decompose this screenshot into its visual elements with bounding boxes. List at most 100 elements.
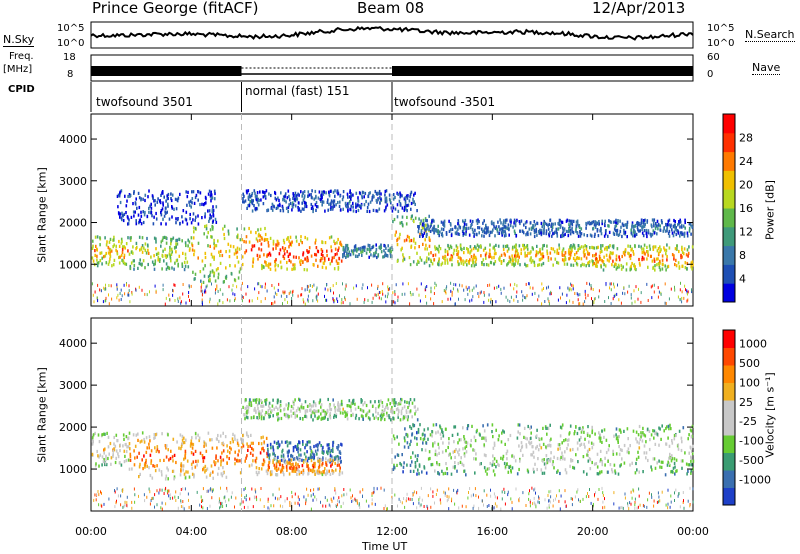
data-cell: [443, 289, 445, 292]
data-cell: [333, 300, 335, 304]
data-cell: [410, 216, 412, 221]
data-cell: [630, 228, 632, 232]
data-cell: [647, 229, 650, 233]
data-cell: [174, 283, 176, 287]
data-cell: [447, 445, 449, 450]
data-cell: [330, 245, 332, 249]
data-cell: [656, 219, 659, 223]
data-cell: [241, 281, 243, 285]
data-cell: [399, 193, 402, 197]
data-cell: [242, 500, 244, 504]
data-cell: [336, 297, 338, 301]
data-cell: [605, 438, 608, 442]
data-cell: [266, 238, 269, 242]
data-cell: [326, 298, 328, 302]
data-cell: [205, 290, 207, 294]
data-cell: [234, 437, 236, 441]
data-cell: [580, 430, 583, 434]
data-cell: [514, 231, 516, 235]
data-cell: [438, 257, 440, 261]
data-cell: [325, 412, 328, 416]
data-cell: [467, 250, 469, 254]
data-cell: [458, 297, 459, 301]
data-cell: [296, 447, 298, 451]
data-cell: [387, 292, 389, 296]
data-cell: [612, 231, 615, 235]
data-cell: [310, 193, 312, 197]
data-cell: [223, 280, 225, 284]
data-cell: [247, 195, 250, 199]
data-cell: [645, 228, 648, 233]
data-cell: [149, 204, 151, 208]
data-cell: [120, 288, 122, 292]
data-cell: [259, 234, 262, 238]
data-cell: [533, 220, 536, 224]
data-cell: [541, 471, 544, 475]
data-cell: [599, 436, 602, 440]
data-cell: [619, 448, 622, 452]
data-cell: [414, 454, 417, 458]
data-cell: [225, 475, 228, 479]
data-cell: [372, 296, 374, 300]
data-cell: [538, 443, 541, 447]
data-cell: [211, 209, 214, 214]
data-cell: [200, 289, 202, 293]
data-cell: [525, 296, 527, 300]
data-cell: [334, 247, 337, 251]
data-cell: [529, 426, 531, 430]
data-cell: [209, 473, 211, 477]
data-cell: [209, 228, 212, 232]
data-cell: [488, 252, 491, 256]
data-cell: [287, 205, 290, 210]
data-cell: [193, 230, 195, 234]
data-cell: [242, 440, 244, 444]
data-cell: [380, 246, 382, 250]
data-cell: [582, 470, 585, 474]
data-cell: [99, 236, 101, 240]
data-cell: [540, 437, 543, 441]
data-cell: [312, 299, 314, 303]
data-cell: [572, 231, 575, 235]
data-cell: [297, 468, 299, 472]
data-cell: [656, 263, 658, 267]
data-cell: [586, 432, 589, 436]
data-cell: [250, 248, 253, 252]
data-cell: [451, 227, 454, 231]
data-cell: [315, 196, 317, 200]
data-cell: [129, 266, 132, 271]
data-cell: [398, 402, 400, 406]
data-cell: [383, 249, 385, 253]
data-cell: [663, 227, 665, 231]
data-cell: [332, 298, 334, 302]
data-cell: [299, 260, 301, 264]
data-cell: [124, 194, 126, 198]
data-cell: [547, 297, 549, 301]
data-cell: [550, 247, 553, 251]
data-cell: [288, 203, 290, 207]
data-cell: [418, 501, 420, 505]
data-cell: [485, 251, 488, 255]
data-cell: [193, 475, 195, 479]
data-cell: [276, 473, 279, 477]
data-cell: [504, 218, 507, 222]
data-cell: [341, 471, 344, 475]
data-cell: [473, 234, 475, 238]
data-cell: [463, 246, 465, 250]
data-cell: [302, 406, 305, 410]
data-cell: [277, 398, 279, 402]
data-cell: [413, 237, 415, 241]
data-cell: [124, 454, 126, 458]
data-cell: [277, 206, 279, 210]
data-cell: [675, 264, 678, 268]
data-cell: [578, 302, 580, 306]
data-cell: [120, 298, 122, 301]
data-cell: [452, 450, 454, 454]
data-cell: [614, 225, 616, 229]
data-cell: [339, 294, 340, 298]
data-cell: [646, 250, 649, 254]
data-cell: [577, 298, 579, 302]
data-cell: [477, 248, 480, 252]
data-cell: [406, 400, 408, 404]
data-cell: [627, 447, 630, 451]
data-cell: [543, 219, 545, 224]
